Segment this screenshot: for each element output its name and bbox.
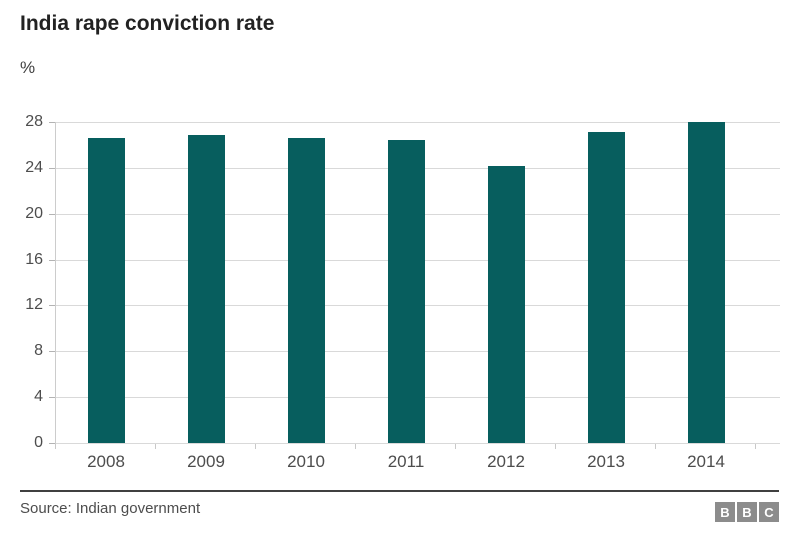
y-axis-line xyxy=(55,122,56,444)
y-axis-tick-4 xyxy=(49,397,56,398)
y-axis-label-8: 8 xyxy=(34,342,43,359)
y-axis-tick-16 xyxy=(49,260,56,261)
x-axis-tick-5 xyxy=(555,444,556,449)
x-axis-label-2011: 2011 xyxy=(387,452,425,471)
x-axis-tick-0 xyxy=(55,444,56,449)
bar-2008 xyxy=(88,138,125,443)
bbc-logo-block-2: B xyxy=(737,502,757,522)
footer-divider xyxy=(20,490,779,492)
gridline-y-0 xyxy=(56,443,780,444)
x-axis-tick-7 xyxy=(755,444,756,449)
y-axis-label-28: 28 xyxy=(25,113,43,130)
x-axis-label-2008: 2008 xyxy=(87,452,125,471)
x-axis-label-2012: 2012 xyxy=(487,452,525,471)
x-axis-label-2009: 2009 xyxy=(187,452,225,471)
y-axis-tick-24 xyxy=(49,168,56,169)
y-axis-tick-8 xyxy=(49,351,56,352)
y-axis-unit-label: % xyxy=(20,58,36,77)
y-axis-label-12: 12 xyxy=(25,296,43,313)
bbc-logo-block-1: B xyxy=(715,502,735,522)
y-axis-label-24: 24 xyxy=(25,159,43,176)
bar-2013 xyxy=(588,132,625,443)
bar-2014 xyxy=(688,122,725,443)
bar-2010 xyxy=(288,138,325,443)
bar-2011 xyxy=(388,140,425,443)
bbc-logo-block-3: C xyxy=(759,502,779,522)
x-axis-label-2010: 2010 xyxy=(287,452,325,471)
y-axis-label-16: 16 xyxy=(25,251,43,268)
chart-title: India rape conviction rate xyxy=(20,12,275,35)
y-axis-label-0: 0 xyxy=(34,434,43,451)
source-attribution: Source: Indian government xyxy=(20,500,201,517)
y-axis-tick-28 xyxy=(49,122,56,123)
y-axis-label-20: 20 xyxy=(25,205,43,222)
x-axis-label-2014: 2014 xyxy=(687,452,725,471)
y-axis-label-4: 4 xyxy=(34,388,43,405)
y-axis-tick-0 xyxy=(49,443,56,444)
bar-2012 xyxy=(488,166,525,443)
bar-2009 xyxy=(188,135,225,443)
x-axis-tick-1 xyxy=(155,444,156,449)
bbc-logo: B B C xyxy=(715,502,779,522)
x-axis-tick-6 xyxy=(655,444,656,449)
x-axis-tick-2 xyxy=(255,444,256,449)
x-axis-label-2013: 2013 xyxy=(587,452,625,471)
x-axis-tick-3 xyxy=(355,444,356,449)
y-axis-tick-12 xyxy=(49,305,56,306)
y-axis-tick-20 xyxy=(49,214,56,215)
x-axis-tick-4 xyxy=(455,444,456,449)
gridline-y-28 xyxy=(56,122,780,123)
